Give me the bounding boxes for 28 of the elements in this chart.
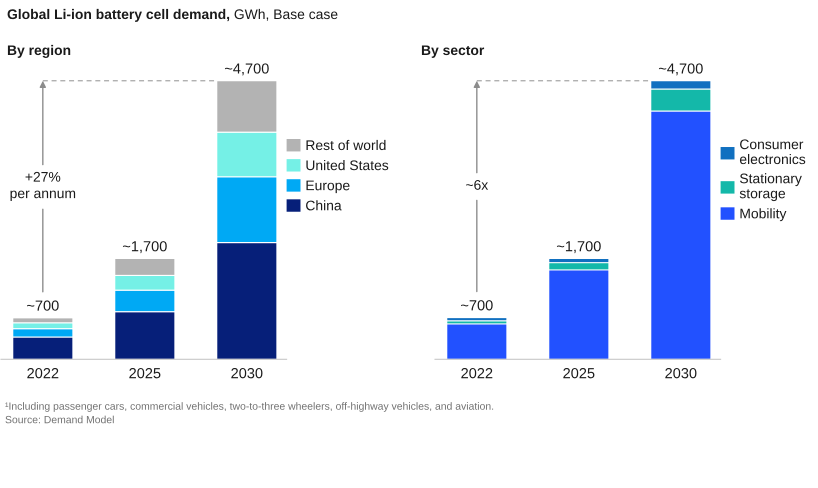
annotation: ~6x [466,180,488,190]
x-tick-label: 2025 [129,368,160,378]
x-tick-label: 2025 [563,368,594,378]
x-tick-label: 2022 [461,368,492,378]
source-note: Source: Demand Model [5,416,114,424]
legend-label: Mobility [740,208,786,222]
annotation: ~4,700 [658,63,703,76]
annotation: ~4,700 [224,63,269,76]
annotation: ~1,700 [122,241,167,254]
bar [446,323,508,360]
legend-label: Consumer electronics [740,139,806,164]
bar [446,316,508,322]
x-tick-label: 2022 [27,368,58,378]
annotation: ~700 [27,300,59,311]
chart-title: Global Li-ion battery cell demand, GWh, Base case [8,8,338,22]
legend-label: Stationary storage [740,173,802,202]
legend-label: Rest of world [306,140,386,150]
annotation: ~1,700 [556,241,601,254]
annotation: +27% per annum [10,172,76,201]
chart-subtitle: By region [8,44,70,58]
x-tick-label: 2030 [231,368,262,378]
legend-label: United States [306,160,388,170]
legend-label: China [306,200,342,210]
legend-label: Europe [306,180,350,194]
x-tick-label: 2030 [665,368,696,378]
annotation: ~700 [461,300,493,310]
chart-subtitle: By sector [422,45,484,58]
text: ¹Including passenger cars, commercial vehicles, two-to-three wheelers, off-highway vehicles, and aviation. [5,402,494,412]
